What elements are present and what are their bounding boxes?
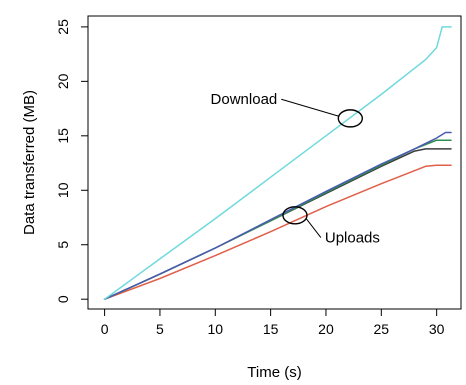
x-tick-label: 25 <box>374 321 390 337</box>
annotation-label: Uploads <box>325 230 380 247</box>
y-tick-label: 25 <box>55 19 71 35</box>
y-tick-label: 5 <box>55 241 71 249</box>
y-tick-label: 0 <box>55 295 71 303</box>
series-line <box>103 26 452 300</box>
x-tick-label: 0 <box>101 321 109 337</box>
series-line <box>103 164 452 300</box>
annotation-leader <box>281 98 340 117</box>
y-tick-label: 15 <box>55 128 71 144</box>
x-axis: 0 5 10 15 20 25 30 <box>101 309 445 337</box>
plot-frame <box>87 15 462 310</box>
series-layer <box>103 26 452 300</box>
x-tick-label: 10 <box>207 321 223 337</box>
annotation-label: Download <box>211 91 278 108</box>
annotation-layer: Download Uploads <box>211 91 380 246</box>
annotation-ellipse <box>337 109 364 128</box>
x-tick-label: 15 <box>263 321 279 337</box>
y-axis-label: Data transferred (MB) <box>21 90 38 235</box>
annotation-leader <box>305 218 322 238</box>
x-tick-label: 20 <box>318 321 334 337</box>
x-tick-label: 5 <box>156 321 164 337</box>
x-axis-label: Time (s) <box>247 364 301 381</box>
annotation-ellipse <box>282 206 308 225</box>
y-tick-label: 20 <box>55 73 71 89</box>
y-tick-label: 10 <box>55 182 71 198</box>
series-line <box>103 131 452 300</box>
y-axis: 0 5 10 15 20 25 <box>55 19 88 303</box>
x-tick-label: 30 <box>429 321 445 337</box>
